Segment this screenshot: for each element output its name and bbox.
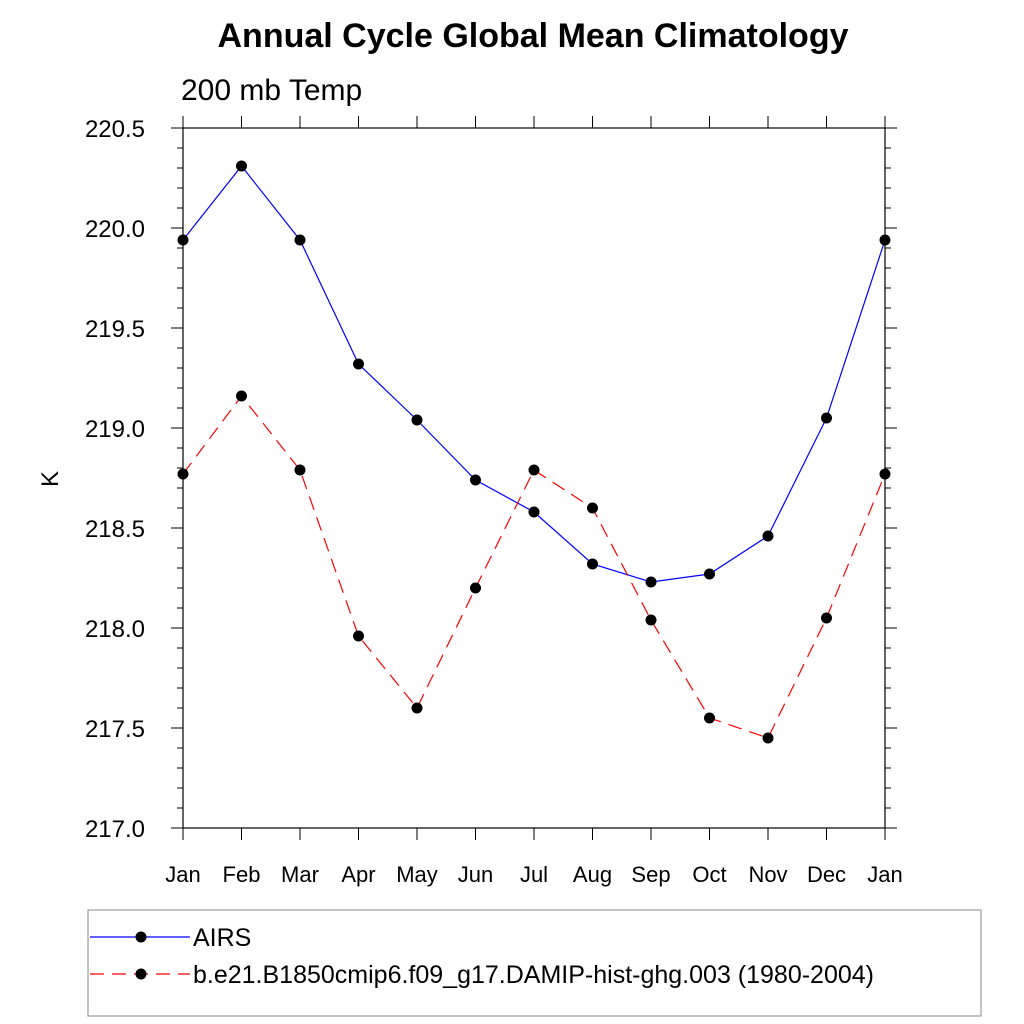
x-tick-label: Sep bbox=[631, 862, 670, 887]
legend-marker-1 bbox=[135, 931, 147, 943]
series-2 bbox=[177, 390, 891, 744]
x-tick-label: Jun bbox=[458, 862, 493, 887]
series-1-point bbox=[762, 530, 774, 542]
series-1-point bbox=[645, 576, 657, 588]
series-1-point bbox=[411, 414, 423, 426]
y-tick-labels: 217.0 217.5 218.0 218.5 219.0 219.5 220.0 220.5 bbox=[85, 116, 145, 843]
x-tick-labels: Jan Feb Mar Apr May Jun Jul Aug Sep Oct Nov Dec Jan bbox=[165, 862, 902, 887]
x-tick-label: Apr bbox=[341, 862, 375, 887]
x-tick-label: Mar bbox=[281, 862, 319, 887]
chart-title: Annual Cycle Global Mean Climatology bbox=[218, 17, 849, 55]
series-1-point bbox=[821, 412, 832, 424]
y-tick-label: 217.0 bbox=[85, 816, 145, 843]
series-2-point bbox=[353, 630, 364, 642]
y-tick-label: 219.5 bbox=[85, 316, 145, 343]
y-tick-label: 220.0 bbox=[85, 216, 145, 243]
y-tick-label: 218.5 bbox=[85, 516, 145, 543]
series-1-point bbox=[879, 234, 891, 246]
series-1-point bbox=[294, 234, 306, 246]
series-1-point bbox=[177, 234, 189, 246]
x-tick-label: Jan bbox=[867, 862, 902, 887]
series-2-point bbox=[821, 612, 832, 624]
legend-label-2: b.e21.B1850cmip6.f09_g17.DAMIP-hist-ghg.… bbox=[193, 961, 874, 989]
series-2-point bbox=[704, 712, 715, 724]
x-tick-label: May bbox=[396, 862, 438, 887]
axis-ticks bbox=[171, 116, 897, 840]
legend: AIRS b.e21.B1850cmip6.f09_g17.DAMIP-hist-… bbox=[90, 924, 874, 989]
y-tick-label: 217.5 bbox=[85, 716, 145, 743]
series-1-point bbox=[353, 358, 364, 370]
series-2-line bbox=[182, 395, 886, 739]
series-1 bbox=[177, 160, 891, 588]
legend-box bbox=[87, 909, 982, 1017]
x-tick-label: Aug bbox=[573, 862, 612, 887]
legend-label-1: AIRS bbox=[193, 924, 251, 952]
series-2-point bbox=[411, 702, 423, 714]
series-2-point bbox=[645, 614, 657, 626]
plot-area-frame bbox=[182, 127, 886, 829]
series-1-point bbox=[470, 474, 481, 486]
x-tick-label: Oct bbox=[692, 862, 726, 887]
x-tick-label: Dec bbox=[807, 862, 846, 887]
series-2-point bbox=[528, 464, 540, 476]
series-layer bbox=[177, 160, 891, 744]
x-tick-label: Feb bbox=[223, 862, 261, 887]
legend-marker-2 bbox=[135, 968, 147, 980]
series-2-point bbox=[470, 582, 481, 594]
series-1-point bbox=[528, 506, 540, 518]
series-2-point bbox=[294, 464, 306, 476]
x-tick-label: Jul bbox=[520, 862, 548, 887]
chart-subtitle: 200 mb Temp bbox=[181, 74, 362, 107]
series-2-point bbox=[236, 390, 247, 402]
series-2-point bbox=[762, 732, 774, 744]
y-tick-label: 218.0 bbox=[85, 616, 145, 643]
x-tick-label: Nov bbox=[748, 862, 787, 887]
series-1-point bbox=[704, 568, 715, 580]
series-2-point bbox=[879, 468, 891, 480]
y-tick-label: 220.5 bbox=[85, 116, 145, 143]
series-2-point bbox=[587, 502, 598, 514]
series-1-line bbox=[182, 165, 886, 583]
series-1-point bbox=[236, 160, 247, 172]
y-axis-label: K bbox=[37, 471, 64, 487]
series-1-point bbox=[587, 558, 598, 570]
x-tick-label: Jan bbox=[165, 862, 200, 887]
y-tick-label: 219.0 bbox=[85, 416, 145, 443]
series-2-point bbox=[177, 468, 189, 480]
